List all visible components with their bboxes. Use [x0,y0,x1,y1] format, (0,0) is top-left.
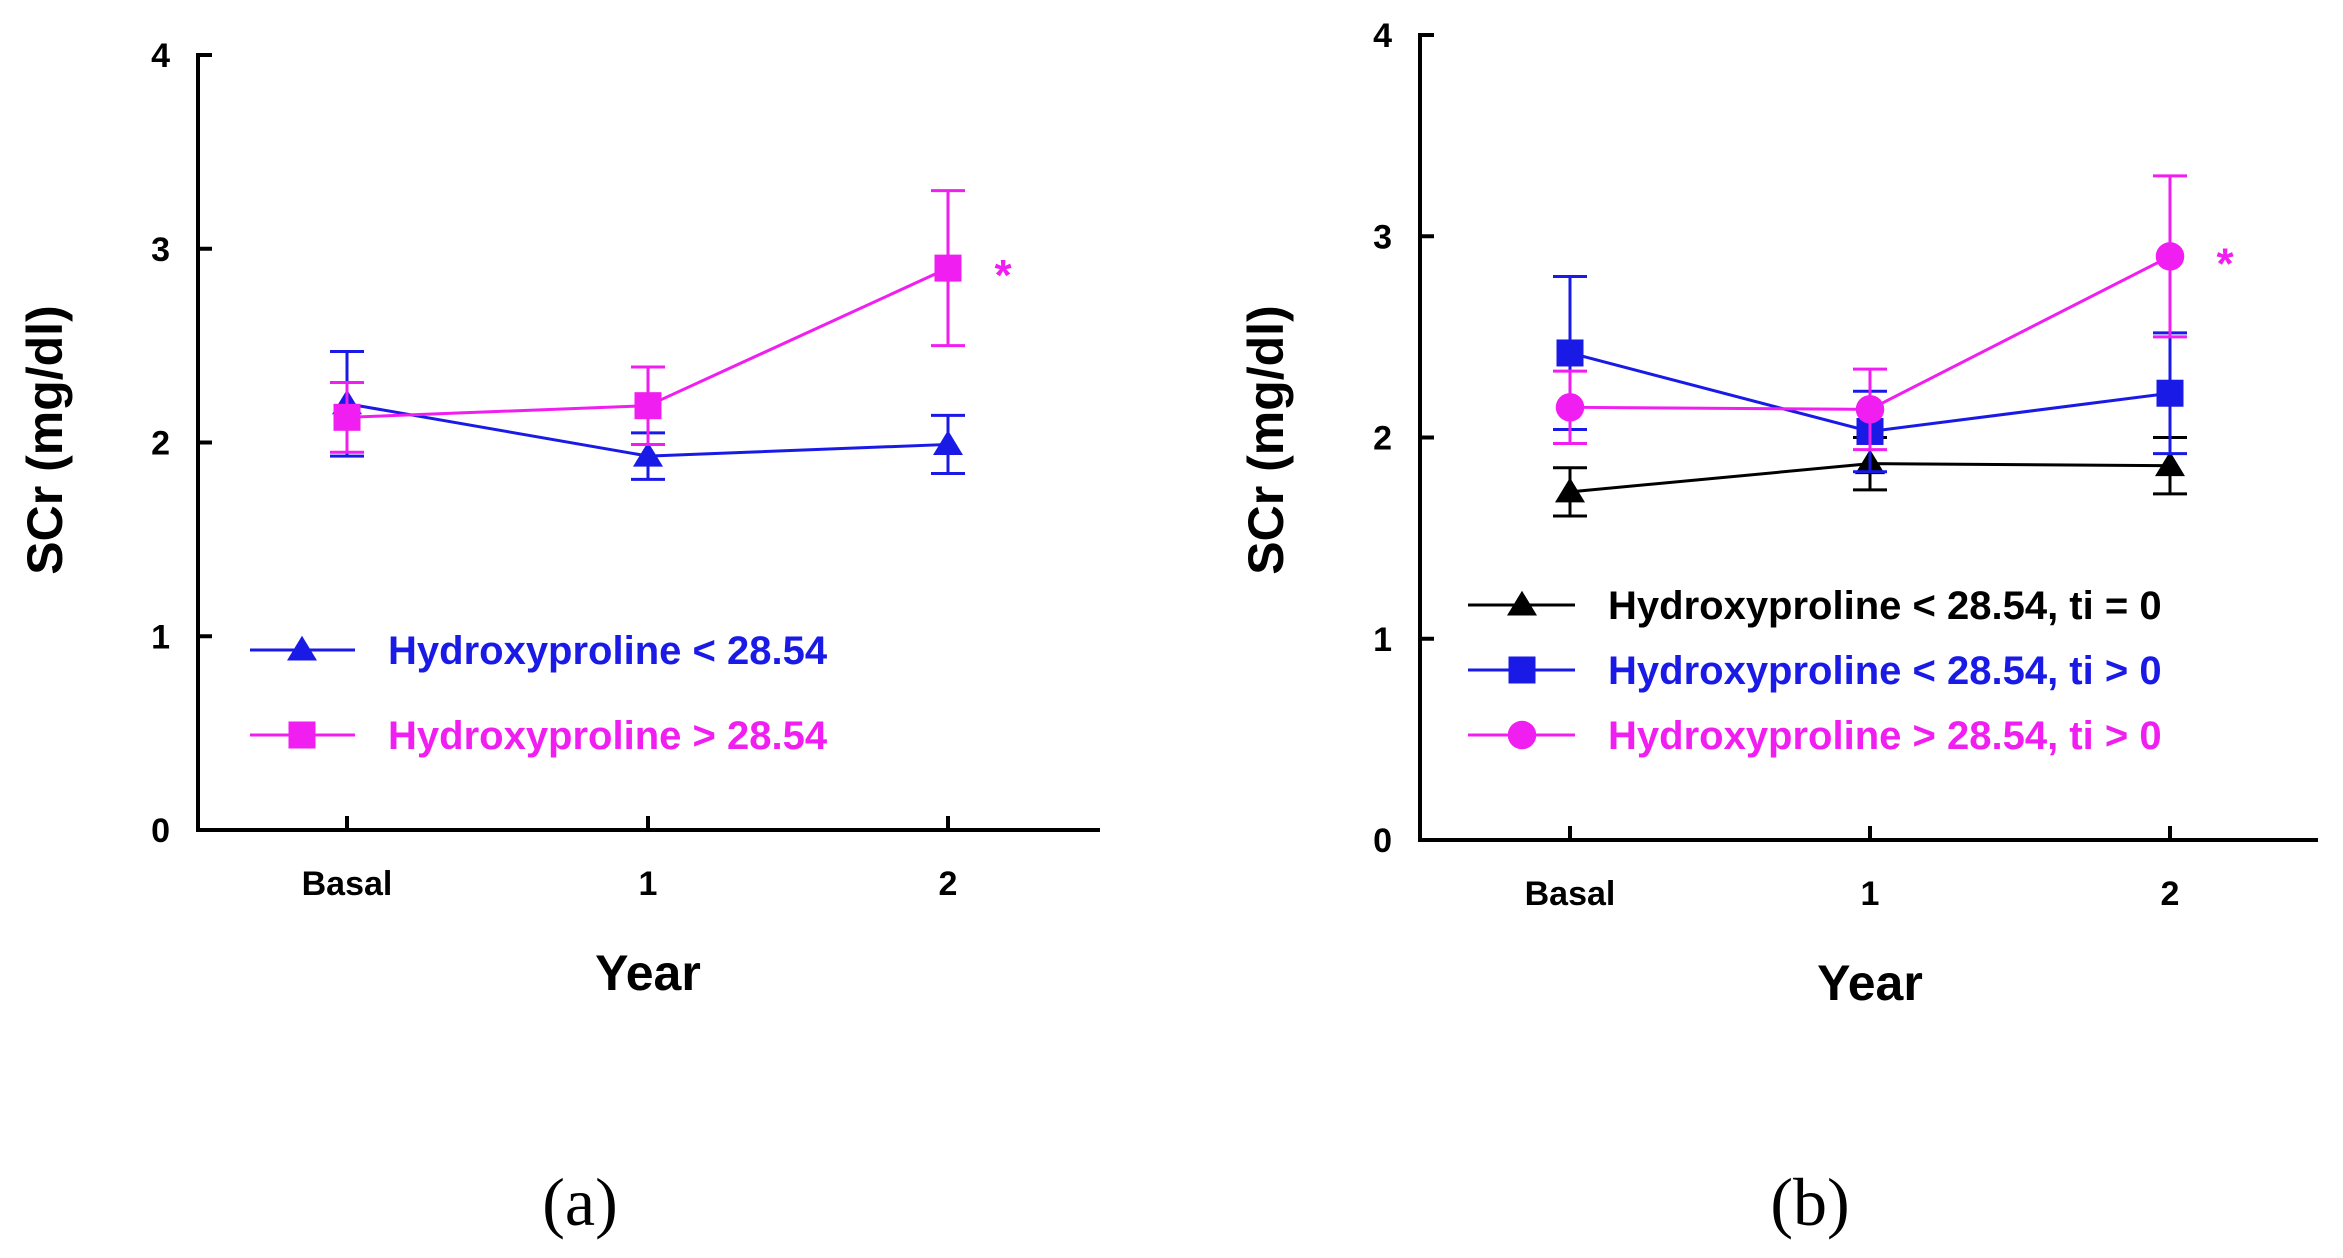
legend-label: Hydroxyproline > 28.54 [388,714,828,758]
legend-marker-circle [1507,720,1537,750]
data-point-square [333,403,361,431]
data-point-square [1556,339,1584,367]
legend-label: Hydroxyproline < 28.54, ti = 0 [1608,584,2162,628]
x-tick-label: 1 [1861,875,1880,913]
legend-marker-triangle [287,635,317,661]
legend-label: Hydroxyproline < 28.54 [388,629,828,673]
x-axis-title: Year [595,945,701,1001]
legend-marker-square [1508,656,1536,684]
legend-label: Hydroxyproline > 28.54, ti > 0 [1608,714,2162,758]
significance-star: * [994,251,1012,300]
y-tick-label: 1 [151,618,170,656]
significance-star: * [2216,239,2234,288]
y-tick-label: 0 [1373,822,1392,860]
data-point-circle [2155,242,2185,271]
data-point-triangle [1555,477,1585,503]
y-tick-label: 2 [151,425,170,463]
y-tick-label: 4 [151,37,170,75]
chart-panel-b: 0 1 2 3 4 Basal 1 2 Year SCr (mg/dl) Hydroxyprolin… [1238,17,2318,1240]
y-axis-title: SCr (mg/dl) [1238,305,1294,574]
panel-label: (b) [1770,1164,1849,1240]
data-point-square [934,254,962,282]
series-2 [1553,174,2187,452]
legend-label: Hydroxyproline < 28.54, ti > 0 [1608,649,2162,693]
y-tick-label: 1 [1373,621,1392,659]
data-point-triangle [933,430,963,455]
x-tick-label: 1 [639,865,658,903]
data-point-square [634,392,662,420]
data-point-triangle [2155,451,2185,477]
data-point-square [2156,379,2184,407]
x-axis-title: Year [1817,955,1923,1011]
chart-panel-a: 0 1 2 3 4 Basal 1 2 Year SCr (mg/dl) Hydroxyprolin… [17,37,1100,1240]
data-point-circle [1855,395,1885,424]
y-tick-label: 3 [151,231,170,269]
legend-marker-triangle [1507,590,1537,616]
series-1 [330,189,965,454]
y-tick-label: 4 [1373,17,1392,55]
data-point-triangle [633,441,663,467]
panel-label: (a) [542,1164,617,1240]
y-tick-label: 3 [1373,218,1392,256]
legend-marker-square [288,721,316,749]
y-tick-label: 2 [1373,420,1392,458]
data-point-circle [1555,393,1585,422]
x-tick-label: Basal [1525,875,1616,913]
x-tick-label: 2 [939,865,958,903]
x-tick-label: 2 [2161,875,2180,913]
y-tick-label: 0 [151,812,170,850]
y-axis-title: SCr (mg/dl) [17,305,73,574]
x-tick-label: Basal [302,865,393,903]
